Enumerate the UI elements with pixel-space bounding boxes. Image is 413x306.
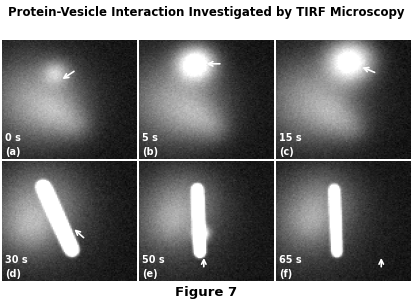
- Text: 50 s: 50 s: [142, 255, 164, 265]
- Text: (b): (b): [142, 147, 158, 158]
- Text: (d): (d): [5, 269, 21, 279]
- Text: 5 s: 5 s: [142, 133, 158, 144]
- Text: 0 s: 0 s: [5, 133, 21, 144]
- Text: Protein-Vesicle Interaction Investigated by TIRF Microscopy: Protein-Vesicle Interaction Investigated…: [8, 6, 405, 19]
- Text: (f): (f): [279, 269, 292, 279]
- Text: 65 s: 65 s: [279, 255, 301, 265]
- Text: 30 s: 30 s: [5, 255, 27, 265]
- Text: (e): (e): [142, 269, 157, 279]
- Text: (c): (c): [279, 147, 294, 158]
- Text: (a): (a): [5, 147, 20, 158]
- Text: Figure 7: Figure 7: [176, 286, 237, 299]
- Text: 15 s: 15 s: [279, 133, 301, 144]
